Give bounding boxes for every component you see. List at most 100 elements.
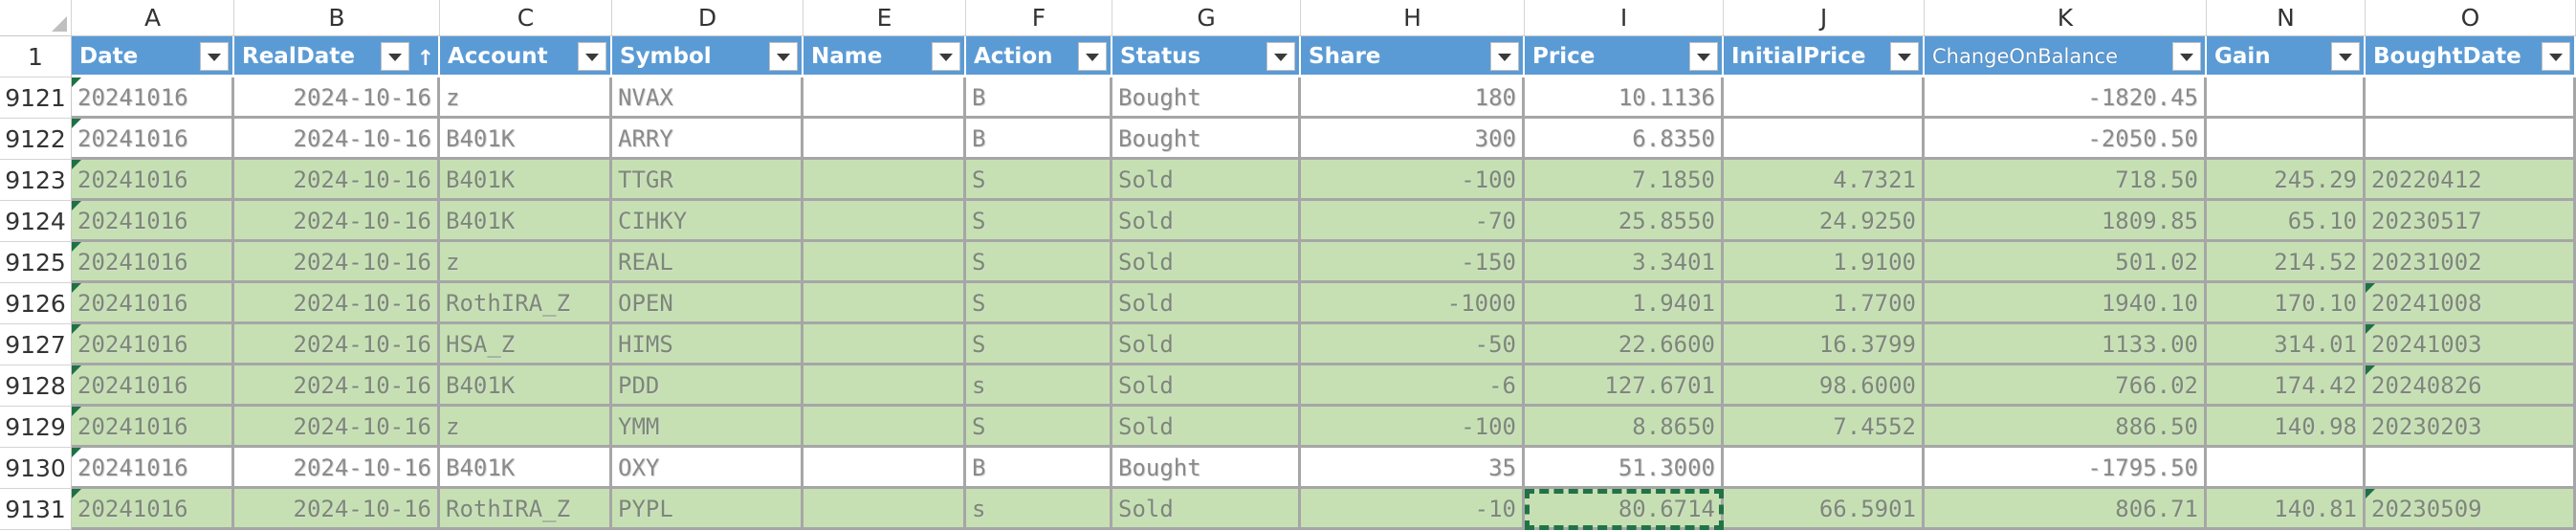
cell-share[interactable]: -70 [1301,201,1525,242]
cell-share[interactable]: -50 [1301,324,1525,365]
cell-date[interactable]: 20241016 [72,365,234,407]
cell-date[interactable]: 20241016 [72,283,234,324]
cell-price[interactable]: 10.1136 [1525,77,1724,119]
cell-realdate[interactable]: 2024-10-16 [234,324,440,365]
cell-realdate[interactable]: 2024-10-16 [234,160,440,201]
cell-realdate[interactable]: 2024-10-16 [234,119,440,160]
cell-action[interactable]: S [966,283,1112,324]
cell-changeonbalance[interactable]: 1809.85 [1925,201,2207,242]
cell-account[interactable]: z [440,407,612,448]
filter-dropdown-icon[interactable] [200,42,229,71]
cell-action[interactable]: B [966,448,1112,489]
cell-boughtdate[interactable] [2366,448,2576,489]
row-number[interactable]: 9123 [0,160,72,201]
column-header-k[interactable]: K [1925,0,2207,36]
cell-boughtdate[interactable] [2366,77,2576,119]
row-number[interactable]: 9124 [0,201,72,242]
select-all-corner[interactable] [0,0,72,36]
cell-share[interactable]: 35 [1301,448,1525,489]
cell-realdate[interactable]: 2024-10-16 [234,77,440,119]
filter-dropdown-icon[interactable] [1266,42,1295,71]
cell-price[interactable]: 6.8350 [1525,119,1724,160]
cell-boughtdate[interactable]: 20230517 [2366,201,2576,242]
cell-gain[interactable]: 245.29 [2207,160,2366,201]
cell-initialprice[interactable]: 66.5901 [1724,489,1925,530]
column-header-i[interactable]: I [1525,0,1724,36]
row-number[interactable]: 9130 [0,448,72,489]
cell-gain[interactable]: 314.01 [2207,324,2366,365]
cell-symbol[interactable]: REAL [612,242,804,283]
header-price[interactable]: Price [1525,36,1724,77]
cell-price[interactable]: 22.6600 [1525,324,1724,365]
cell-changeonbalance[interactable]: -1820.45 [1925,77,2207,119]
cell-initialprice[interactable]: 1.7700 [1724,283,1925,324]
cell-action[interactable]: S [966,242,1112,283]
header-boughtdate[interactable]: BoughtDate [2366,36,2576,77]
cell-action[interactable]: S [966,160,1112,201]
column-header-o[interactable]: O [2366,0,2576,36]
cell-account[interactable]: RothIRA_Z [440,489,612,530]
filter-dropdown-icon[interactable] [1890,42,1919,71]
cell-gain[interactable]: 170.10 [2207,283,2366,324]
cell-name[interactable] [804,160,966,201]
cell-action[interactable]: B [966,77,1112,119]
row-number[interactable]: 9128 [0,365,72,407]
cell-symbol[interactable]: ARRY [612,119,804,160]
cell-status[interactable]: Sold [1112,324,1301,365]
row-number[interactable]: 1 [0,36,72,77]
header-changeonbalance[interactable]: ChangeOnBalance [1925,36,2207,77]
cell-gain[interactable]: 174.42 [2207,365,2366,407]
cell-gain[interactable]: 140.81 [2207,489,2366,530]
filter-dropdown-icon[interactable] [381,42,409,71]
header-gain[interactable]: Gain [2207,36,2366,77]
cell-status[interactable]: Bought [1112,119,1301,160]
cell-initialprice[interactable] [1724,448,1925,489]
column-header-g[interactable]: G [1112,0,1301,36]
cell-name[interactable] [804,119,966,160]
header-share[interactable]: Share [1301,36,1525,77]
cell-action[interactable]: S [966,324,1112,365]
cell-symbol[interactable]: TTGR [612,160,804,201]
cell-price[interactable]: 51.3000 [1525,448,1724,489]
row-number[interactable]: 9122 [0,119,72,160]
cell-date[interactable]: 20241016 [72,489,234,530]
cell-initialprice[interactable]: 7.4552 [1724,407,1925,448]
cell-gain[interactable] [2207,448,2366,489]
filter-dropdown-icon[interactable] [2172,42,2201,71]
row-number[interactable]: 9125 [0,242,72,283]
cell-symbol[interactable]: HIMS [612,324,804,365]
cell-gain[interactable]: 65.10 [2207,201,2366,242]
cell-action[interactable]: B [966,119,1112,160]
cell-realdate[interactable]: 2024-10-16 [234,365,440,407]
cell-symbol[interactable]: NVAX [612,77,804,119]
row-number[interactable]: 9131 [0,489,72,530]
cell-share[interactable]: -6 [1301,365,1525,407]
cell-date[interactable]: 20241016 [72,77,234,119]
header-account[interactable]: Account [440,36,612,77]
filter-dropdown-icon[interactable] [1078,42,1107,71]
cell-boughtdate[interactable]: 20220412 [2366,160,2576,201]
cell-account[interactable]: z [440,242,612,283]
row-number[interactable]: 9127 [0,324,72,365]
header-initialprice[interactable]: InitialPrice [1724,36,1925,77]
cell-changeonbalance[interactable]: 1133.00 [1925,324,2207,365]
cell-symbol[interactable]: YMM [612,407,804,448]
cell-status[interactable]: Sold [1112,283,1301,324]
cell-symbol[interactable]: PYPL [612,489,804,530]
cell-name[interactable] [804,489,966,530]
cell-symbol[interactable]: OXY [612,448,804,489]
column-header-j[interactable]: J [1724,0,1925,36]
cell-account[interactable]: B401K [440,365,612,407]
cell-name[interactable] [804,365,966,407]
cell-realdate[interactable]: 2024-10-16 [234,283,440,324]
filter-dropdown-icon[interactable] [2331,42,2360,71]
cell-changeonbalance[interactable]: 766.02 [1925,365,2207,407]
column-header-n[interactable]: N [2207,0,2366,36]
cell-gain[interactable]: 140.98 [2207,407,2366,448]
filter-dropdown-icon[interactable] [2542,42,2570,71]
cell-changeonbalance[interactable]: -1795.50 [1925,448,2207,489]
cell-account[interactable]: B401K [440,160,612,201]
cell-date[interactable]: 20241016 [72,407,234,448]
cell-status[interactable]: Sold [1112,201,1301,242]
cell-changeonbalance[interactable]: 501.02 [1925,242,2207,283]
